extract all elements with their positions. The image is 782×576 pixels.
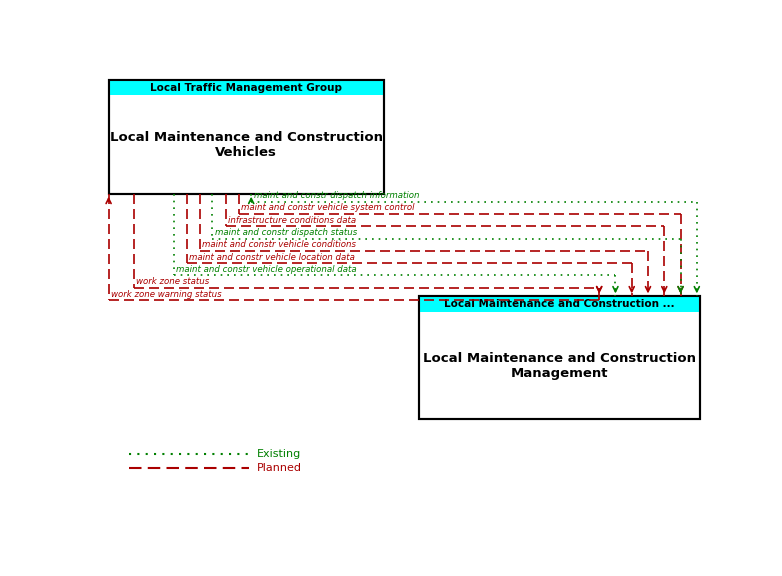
Bar xyxy=(109,80,384,194)
Text: maint and constr vehicle location data: maint and constr vehicle location data xyxy=(189,253,355,262)
Text: maint and constr dispatch status: maint and constr dispatch status xyxy=(215,228,357,237)
Text: work zone status: work zone status xyxy=(137,277,210,286)
Text: maint and constr vehicle operational data: maint and constr vehicle operational dat… xyxy=(176,265,357,274)
Text: Local Maintenance and Construction ...: Local Maintenance and Construction ... xyxy=(444,299,675,309)
Text: work zone warning status: work zone warning status xyxy=(111,290,221,298)
Text: maint and constr dispatch information: maint and constr dispatch information xyxy=(253,191,419,200)
Text: maint and constr vehicle conditions: maint and constr vehicle conditions xyxy=(203,240,357,249)
Text: Local Maintenance and Construction
Vehicles: Local Maintenance and Construction Vehic… xyxy=(109,131,382,158)
Text: Planned: Planned xyxy=(256,463,302,473)
Bar xyxy=(419,296,700,419)
Text: Local Maintenance and Construction
Management: Local Maintenance and Construction Manag… xyxy=(423,351,696,380)
Text: Local Traffic Management Group: Local Traffic Management Group xyxy=(150,82,343,93)
Bar xyxy=(419,296,700,312)
Text: Existing: Existing xyxy=(256,449,301,459)
Text: infrastructure conditions data: infrastructure conditions data xyxy=(228,215,356,225)
Bar xyxy=(419,296,700,419)
Bar xyxy=(109,80,384,95)
Text: maint and constr vehicle system control: maint and constr vehicle system control xyxy=(241,203,414,213)
Bar xyxy=(109,80,384,194)
